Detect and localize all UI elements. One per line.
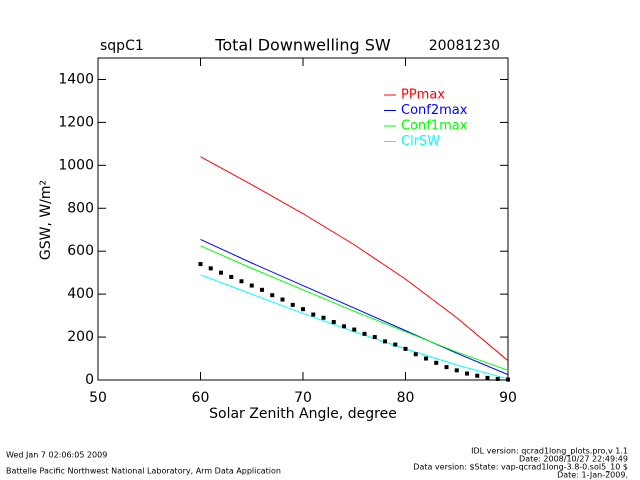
series-line <box>200 274 509 380</box>
data-point <box>280 297 285 302</box>
chart-title: Total Downwelling SW <box>214 36 391 55</box>
x-tick-label: 60 <box>192 390 210 406</box>
y-tick-label: 400 <box>67 286 94 302</box>
data-point <box>506 377 510 382</box>
footer-text: Battelle Pacific Northwest National Labo… <box>6 467 281 476</box>
y-tick-label: 1000 <box>58 157 94 173</box>
data-point <box>475 373 480 378</box>
x-axis-label: Solar Zenith Angle, degree <box>209 406 397 422</box>
series-line <box>200 245 509 371</box>
footer-text: Data version: $State: vap-qcrad1long-3.8… <box>413 463 628 472</box>
y-tick-label: 200 <box>67 329 94 345</box>
series-line <box>200 156 509 362</box>
y-tick-label: 1200 <box>58 114 94 130</box>
data-point <box>260 287 264 292</box>
data-point <box>485 375 490 380</box>
data-point <box>239 279 244 284</box>
legend-label: Conf2max <box>401 103 468 118</box>
x-tick-label: 50 <box>89 390 107 406</box>
footer-text: Wed Jan 7 02:06:05 2009 <box>6 451 107 460</box>
site-label: sqpC1 <box>100 38 144 54</box>
data-point <box>198 262 203 267</box>
data-point <box>413 352 418 357</box>
data-point <box>342 324 346 329</box>
data-point <box>331 320 336 325</box>
legend-label: PPmax <box>401 88 445 103</box>
data-point <box>495 376 500 381</box>
series-line <box>200 238 509 376</box>
data-point <box>219 270 223 275</box>
data-point <box>311 312 316 317</box>
data-point <box>434 360 439 365</box>
data-point <box>270 293 275 298</box>
date-label: 20081230 <box>429 38 500 54</box>
data-point <box>229 274 234 279</box>
data-point <box>362 331 367 336</box>
data-point <box>424 356 428 361</box>
data-point <box>321 315 326 320</box>
data-point <box>208 266 213 271</box>
data-point <box>403 346 408 351</box>
data-point <box>372 335 377 340</box>
footer-text: Date: 2008/10/27 22:49:49 <box>519 455 628 464</box>
legend-label: Conf1max <box>401 119 468 134</box>
y-tick-label: 0 <box>85 372 94 388</box>
y-tick-label: 1400 <box>58 71 94 87</box>
data-point <box>352 327 357 332</box>
data-point <box>454 368 459 373</box>
y-tick-label: 600 <box>67 243 94 259</box>
data-point <box>290 302 295 307</box>
y-tick-label: 800 <box>67 200 94 216</box>
footer-text: IDL version: qcrad1long_plots.pro,v 1.1 <box>471 447 628 456</box>
data-point <box>393 342 398 347</box>
data-point <box>383 339 387 344</box>
legend-label: ClrSW <box>401 134 440 149</box>
data-point <box>249 283 254 288</box>
x-tick-label: 80 <box>397 390 415 406</box>
data-point <box>301 307 305 312</box>
data-point <box>465 371 469 376</box>
y-axis-label: GSW, W/m² <box>38 180 54 260</box>
x-tick-label: 90 <box>499 390 517 406</box>
data-point <box>444 365 449 370</box>
x-tick-label: 70 <box>294 390 312 406</box>
footer-text: Date: 1-Jan-2009, <box>557 471 628 480</box>
